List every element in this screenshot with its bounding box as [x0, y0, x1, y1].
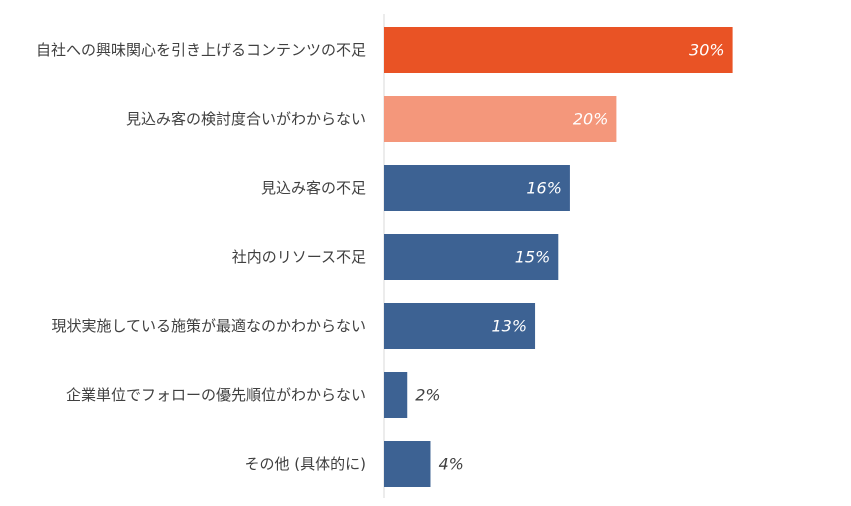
category-label-7: その他 (具体的に) [245, 455, 366, 473]
value-label-4: 15% [515, 248, 551, 267]
value-label-3: 16% [526, 179, 562, 198]
category-label-2: 見込み客の検討度合いがわからない [126, 110, 366, 128]
bar-4 [384, 234, 559, 280]
value-label-1: 30% [689, 41, 725, 60]
value-labels: 30% 20% 16% 15% 13% 2% 4% [415, 41, 724, 474]
category-label-1: 自社への興味関心を引き上げるコンテンツの不足 [36, 41, 366, 59]
category-label-6: 企業単位でフォローの優先順位がわからない [66, 386, 366, 404]
category-label-3: 見込み客の不足 [261, 179, 366, 197]
value-label-2: 20% [573, 110, 609, 129]
value-label-6: 2% [415, 386, 440, 405]
category-label-5: 現状実施している施策が最適なのかわからない [51, 317, 366, 335]
value-label-5: 13% [491, 317, 527, 336]
bar-2 [384, 96, 617, 142]
bar-3 [384, 165, 570, 211]
bar-6 [384, 372, 408, 418]
bar-5 [384, 303, 536, 349]
category-label-4: 社内のリソース不足 [232, 248, 366, 266]
bar-7 [384, 441, 431, 487]
value-label-7: 4% [438, 455, 463, 474]
category-labels: 自社への興味関心を引き上げるコンテンツの不足見込み客の検討度合いがわからない見込… [36, 41, 366, 473]
bar-1 [384, 27, 733, 73]
bar-group [384, 27, 733, 487]
